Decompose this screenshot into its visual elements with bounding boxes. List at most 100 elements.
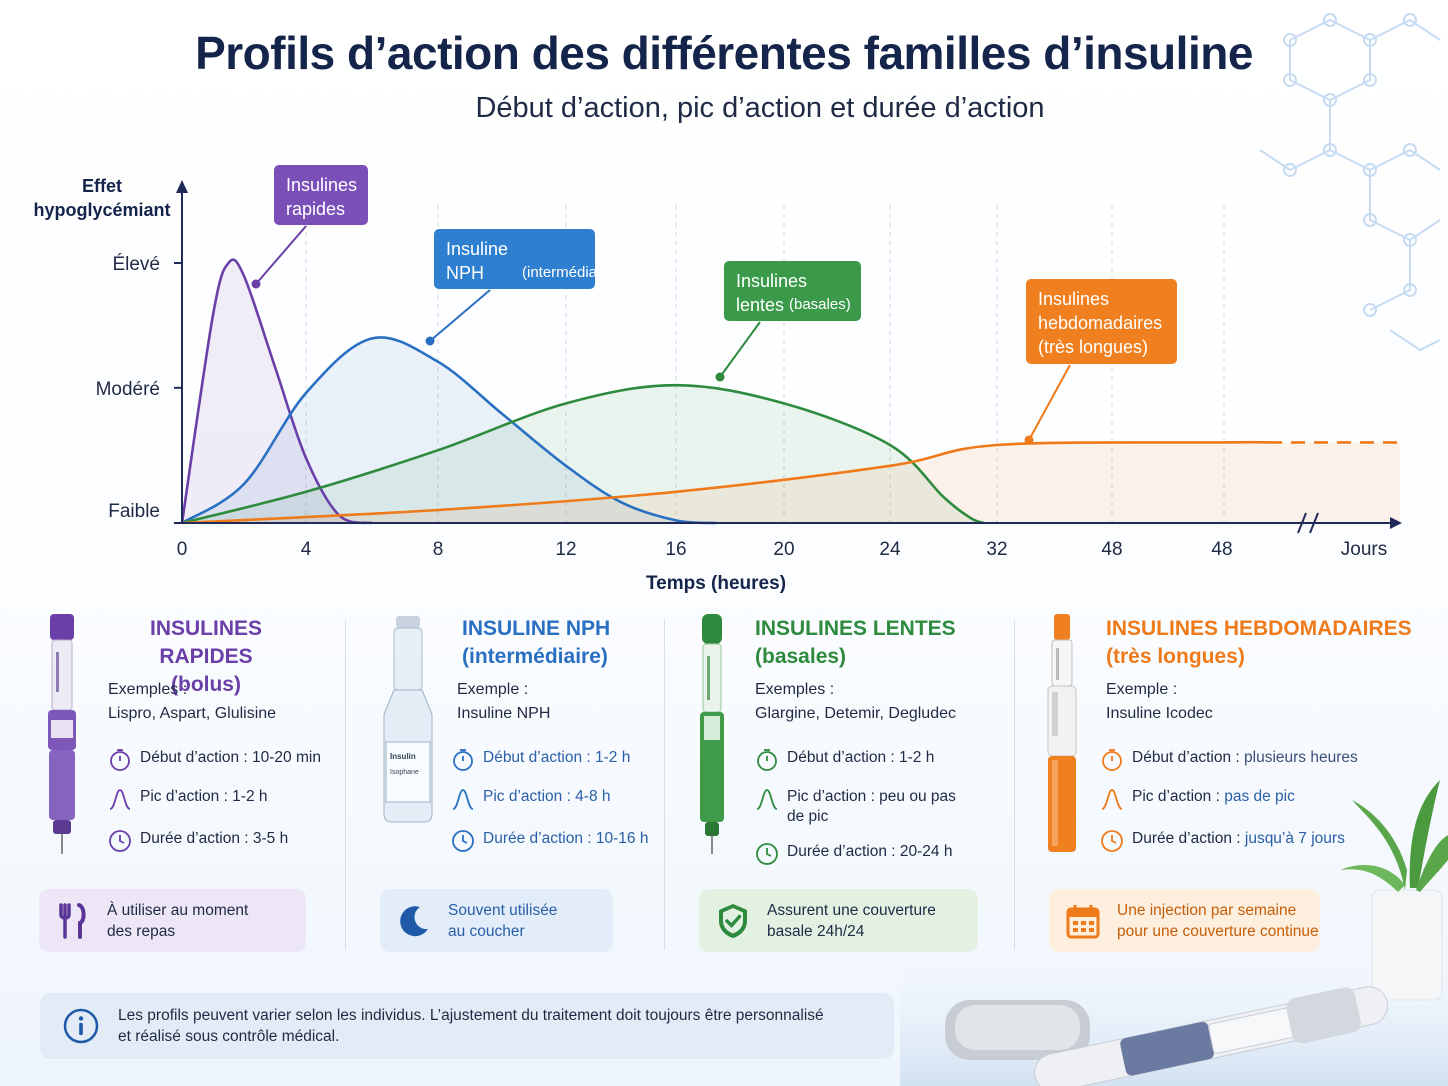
info-icon xyxy=(63,1008,99,1044)
axis-break-mark xyxy=(1297,512,1307,534)
x-tick-label: 32 xyxy=(986,539,1007,560)
card-lente-examples: Glargine, Detemir, Degludec xyxy=(755,705,956,722)
card-lente-duration-text: Durée d’action : 20-24 h xyxy=(787,843,953,860)
card-divider xyxy=(1014,620,1015,950)
card-nph-examples: Insuline NPH xyxy=(457,705,551,722)
card-hebdo-onset: Début d’action : plusieurs heures xyxy=(1100,748,1358,772)
peak-curve-icon xyxy=(1101,789,1123,810)
card-rapid-badge-line2: des repas xyxy=(107,922,176,940)
stopwatch-icon xyxy=(453,749,473,771)
y-axis-title: Effet hypoglycémiant xyxy=(33,176,171,220)
x-tick-label: 24 xyxy=(879,539,901,560)
card-rapid-duration-text: Durée d’action : 3-5 h xyxy=(140,830,289,847)
x-tick-label: 16 xyxy=(665,539,686,560)
card-hebdo-examples-label: Exemple : xyxy=(1106,681,1178,698)
card-nph-peak-text: Pic d’action : 4-8 h xyxy=(483,788,611,805)
stopwatch-icon xyxy=(757,749,777,771)
area-hebdo xyxy=(182,442,1400,523)
card-rapid-onset-text: Début d’action : 10-20 min xyxy=(140,749,321,766)
card-hebdo-peak-key: Pic d’action : xyxy=(1132,788,1220,805)
card-hebdo-badge-line1: Une injection par semaine xyxy=(1117,901,1297,919)
card-rapid-title-line2: (bolus) xyxy=(171,673,241,696)
x-tick-label: 0 xyxy=(177,539,188,560)
leader-dot-nph xyxy=(425,336,435,346)
orange-insulin-pen xyxy=(1047,614,1077,852)
glucose-meter-decoration xyxy=(945,1000,1090,1060)
card-lente-title: INSULINES LENTES (basales) xyxy=(755,615,956,671)
disclaimer-note: Les profils peuvent varier selon les ind… xyxy=(40,993,894,1059)
card-hebdo-onset-key: Début d’action : xyxy=(1132,749,1240,766)
x-tick-label: 20 xyxy=(773,539,794,560)
molecule-pattern xyxy=(1259,13,1441,352)
x-tick-label: 12 xyxy=(555,539,576,560)
chart-lines xyxy=(180,258,1400,525)
card-nph-badge-line1: Souvent utilisée xyxy=(448,901,558,919)
callout-hebdo-sub: (très longues) xyxy=(1038,337,1149,357)
calendar-icon xyxy=(1066,904,1100,938)
card-rapid-badge-line1: À utiliser au moment xyxy=(107,901,249,919)
y-axis-arrow xyxy=(176,180,188,193)
card-nph-title-line2: (intermédiaire) xyxy=(462,645,608,668)
callout-hebdo: Insulines hebdomadaires (très longues) xyxy=(1026,279,1177,364)
leader-nph xyxy=(429,289,491,342)
card-divider xyxy=(345,620,346,950)
card-nph-duration-text: Durée d’action : 10-16 h xyxy=(483,830,649,847)
insulin-pen-decoration xyxy=(1034,986,1389,1086)
card-hebdo-examples: Insuline Icodec xyxy=(1106,705,1213,722)
page-subtitle: Début d’action, pic d’action et durée d’… xyxy=(475,92,1045,124)
stopwatch-icon xyxy=(110,749,130,771)
card-nph-onset-text: Début d’action : 1-2 h xyxy=(483,749,631,766)
x-axis-arrow xyxy=(1390,517,1402,529)
card-rapid-title: INSULINES RAPIDES (bolus) xyxy=(108,615,304,699)
card-rapid-examples-label: Exemples : xyxy=(108,681,188,698)
card-hebdo-title: INSULINES HEBDOMADAIRES (très longues) xyxy=(1106,615,1412,671)
chart-callout-leaders xyxy=(251,225,1071,445)
x-tick-label: 48 xyxy=(1101,539,1122,560)
plant-decoration xyxy=(1340,780,1448,1001)
card-lente-title-line1: INSULINES LENTES xyxy=(755,617,956,640)
note-line2: et réalisé sous contrôle médical. xyxy=(118,1028,340,1045)
callout-rapid: Insulines rapides xyxy=(274,165,368,225)
nph-vial: Insulin Isophane xyxy=(383,616,433,823)
clock-icon xyxy=(756,843,778,865)
curve-lente xyxy=(181,383,985,525)
purple-insulin-pen xyxy=(48,614,76,854)
leader-dot-rapid xyxy=(251,279,261,289)
card-rapid-title-line1: INSULINES RAPIDES xyxy=(149,617,262,668)
clock-icon xyxy=(452,830,474,852)
card-nph-title: INSULINE NPH (intermédiaire) xyxy=(462,615,610,671)
leader-hebdo xyxy=(1028,364,1071,441)
x-tick-label: 4 xyxy=(301,539,312,560)
card-hebdo-peak-value: pas de pic xyxy=(1224,788,1295,805)
stopwatch-icon xyxy=(1102,749,1122,771)
card-lente-title-line2: (basales) xyxy=(755,645,847,668)
card-hebdo-badge: Une injection par semaine pour une couver… xyxy=(1049,889,1320,952)
axis-break-mark xyxy=(1309,512,1319,534)
area-lente xyxy=(182,385,984,523)
callout-nph-sub: (intermédiaire) xyxy=(522,264,619,281)
leader-dot-lente xyxy=(715,372,725,382)
card-rapid-peak-text: Pic d’action : 1-2 h xyxy=(140,788,268,805)
green-insulin-pen xyxy=(700,614,724,854)
y-tick-label: Élevé xyxy=(112,254,160,275)
card-nph-duration: Durée d’action : 10-16 h xyxy=(451,829,648,853)
fork-knife-icon xyxy=(59,902,86,939)
card-hebdo-onset-value: plusieurs heures xyxy=(1244,749,1358,766)
note-line1: Les profils peuvent varier selon les ind… xyxy=(118,1007,824,1024)
card-hebdo-duration: Durée d’action : jusqu’à 7 jours xyxy=(1100,829,1345,853)
card-lente-badge: Assurent une couverture basale 24h/24 xyxy=(699,889,978,952)
card-nph-onset: Début d’action : 1-2 h xyxy=(451,748,630,772)
leader-lente xyxy=(719,321,761,378)
callout-lente: Insulines lentes (basales) xyxy=(724,261,861,321)
card-rapid-duration: Durée d’action : 3-5 h xyxy=(108,829,288,853)
card-lente-peak-text2: de pic xyxy=(787,808,829,825)
x-axis-title: Temps (heures) xyxy=(646,573,786,594)
card-nph-examples-label: Exemple : xyxy=(457,681,529,698)
leader-dot-hebdo xyxy=(1024,435,1034,445)
callout-nph-label: Insuline NPH xyxy=(446,239,509,283)
card-lente-peak: Pic d’action : peu ou pas de pic xyxy=(755,787,956,827)
card-rapid-badge: À utiliser au moment des repas xyxy=(39,889,306,952)
leader-rapid xyxy=(255,225,307,285)
